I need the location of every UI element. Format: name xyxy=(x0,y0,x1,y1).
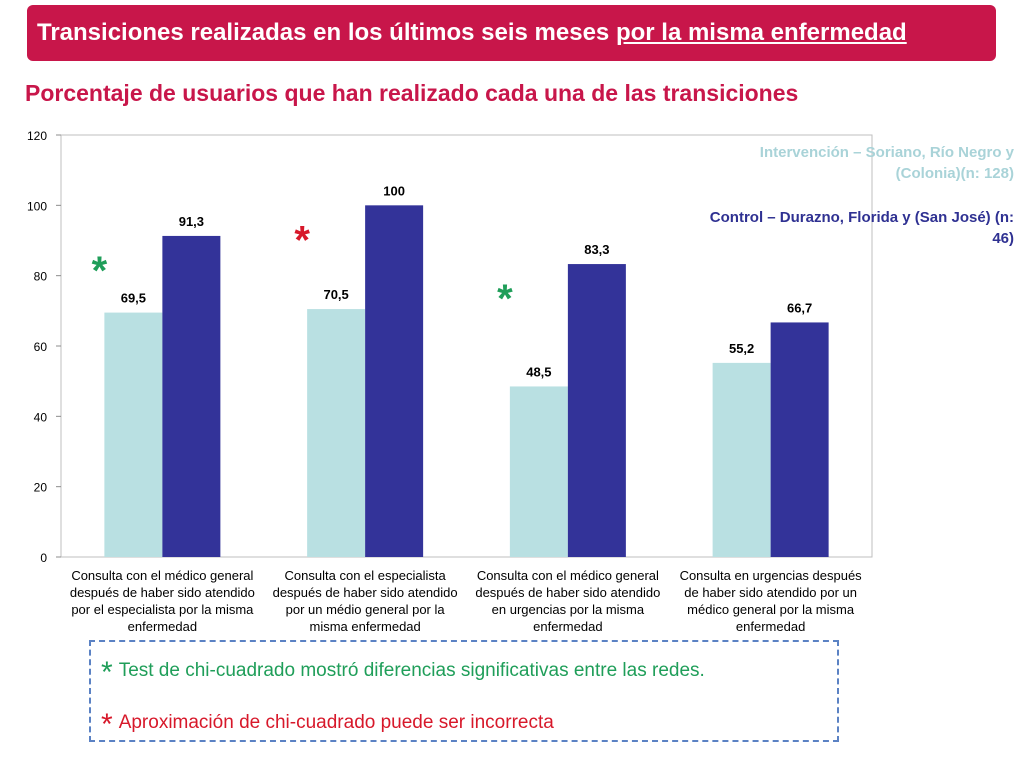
category-label-line: enfermedad xyxy=(736,619,805,634)
y-tick-label: 80 xyxy=(34,270,48,284)
category-label-line: después de haber sido atendido xyxy=(273,585,458,600)
note-star-green: * xyxy=(101,656,113,689)
bar-intervention xyxy=(712,362,771,557)
significance-star: * xyxy=(294,218,310,262)
y-tick-label: 0 xyxy=(40,551,47,565)
bar-intervention xyxy=(509,386,568,557)
category-label-line: Consulta con el médico general xyxy=(477,568,659,583)
category-label: Consulta con el médico general después de… xyxy=(475,568,660,634)
category-label: Consulta con el especialista después de h… xyxy=(273,568,458,634)
chart-subtitle: Porcentaje de usuarios que han realizado… xyxy=(25,80,799,106)
note-significant: * Test de chi-cuadrado mostró diferencias… xyxy=(101,656,705,690)
category-label-line: en urgencias por la misma xyxy=(492,602,645,617)
category-label-line: enfermedad xyxy=(128,619,197,634)
category-label-line: por el especialista por la misma xyxy=(71,602,254,617)
category-label-line: Consulta con el especialista xyxy=(285,568,447,583)
data-label: 100 xyxy=(383,183,405,198)
category-label-line: de haber sido atendido por un xyxy=(684,585,857,600)
legend-intervention: Intervención – Soriano, Río Negro y (Col… xyxy=(759,144,1014,182)
note-warning-text: Aproximación de chi-cuadrado puede ser i… xyxy=(118,712,554,733)
data-label: 83,3 xyxy=(584,242,609,257)
category-label-line: después de haber sido atendido xyxy=(70,585,255,600)
y-tick-label: 120 xyxy=(27,129,47,143)
category-label: Consulta en urgencias después de haber si… xyxy=(680,568,863,634)
note-significant-text: Test de chi-cuadrado mostró diferencias … xyxy=(118,660,705,681)
data-label: 69,5 xyxy=(121,291,146,306)
title-underlined-text: por la misma enfermedad xyxy=(615,19,907,46)
bar-control xyxy=(567,264,626,557)
category-label-line: después de haber sido atendido xyxy=(475,585,660,600)
note-warning: * Aproximación de chi-cuadrado puede ser … xyxy=(101,708,554,742)
significance-star: * xyxy=(92,249,108,293)
significance-star: * xyxy=(497,277,513,321)
data-label: 48,5 xyxy=(526,364,551,379)
notes-box: * Test de chi-cuadrado mostró diferencias… xyxy=(89,640,839,742)
legend-control: Control – Durazno, Florida y (San José) … xyxy=(709,209,1014,247)
bar-intervention xyxy=(307,309,366,557)
category-label-line: Consulta con el médico general xyxy=(71,568,253,583)
y-tick-label: 100 xyxy=(27,199,47,213)
category-label-line: Consulta en urgencias después xyxy=(680,568,863,583)
bar-control xyxy=(770,322,829,557)
bar-control xyxy=(162,235,221,557)
bar-intervention xyxy=(104,312,163,557)
data-label: 66,7 xyxy=(787,300,812,315)
data-label: 55,2 xyxy=(729,341,754,356)
title-text: Transiciones realizadas en los últimos s… xyxy=(37,19,616,46)
data-label: 70,5 xyxy=(323,287,348,302)
y-tick-label: 20 xyxy=(34,481,48,495)
category-label-line: por un médio general por la xyxy=(286,602,446,617)
title-banner: Transiciones realizadas en los últimos s… xyxy=(27,5,996,61)
y-tick-label: 40 xyxy=(34,410,48,424)
y-tick-label: 60 xyxy=(34,340,48,354)
category-label-line: médico general por la misma xyxy=(687,602,855,617)
bar-control xyxy=(365,205,424,558)
bar-chart: 0 20 40 60 80 100 120 69,5 91,3 Consulta con el m… xyxy=(27,129,873,634)
category-label-line: enfermedad xyxy=(533,619,602,634)
note-star-red: * xyxy=(101,708,113,741)
data-label: 91,3 xyxy=(179,214,204,229)
category-label: Consulta con el médico general después de… xyxy=(70,568,255,634)
category-label-line: misma enfermedad xyxy=(309,619,420,634)
